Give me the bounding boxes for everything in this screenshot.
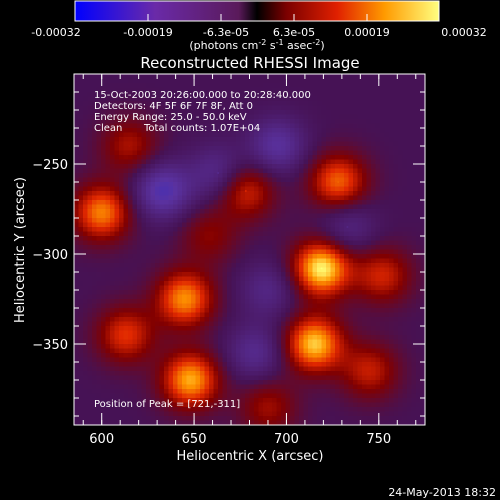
y-tick-label-2: −350 [32, 338, 68, 353]
peak-annotation: Position of Peak = [721,-311] [94, 399, 240, 410]
y-tick-label-1: −300 [32, 248, 68, 263]
chart-title: Reconstructed RHESSI Image [140, 54, 359, 72]
source-point-4 [100, 211, 103, 214]
colorbar-tick-label-0: -0.00032 [31, 26, 80, 39]
colorbar-units: (photons cm-2 s-1 asec-2) [189, 38, 324, 52]
source-point-5 [337, 181, 340, 183]
x-tick-label-2: 700 [274, 432, 299, 447]
source-point-0 [320, 267, 323, 270]
source-point-8 [381, 274, 384, 277]
source-point-9 [368, 370, 371, 372]
x-tick-label-3: 750 [366, 432, 391, 447]
colorbar-ticks [74, 14, 440, 21]
source-point-11 [266, 406, 269, 408]
source-point-14 [217, 172, 220, 174]
colorbar-tick-label-2: -6.3e-05 [203, 26, 249, 39]
heatmap-image [74, 74, 425, 425]
colorbar-tick-label-1: -0.00019 [123, 26, 172, 39]
source-point-15 [276, 145, 279, 147]
source-point-13 [161, 190, 164, 192]
x-axis-label: Heliocentric X (arcsec) [177, 449, 324, 464]
colorbar-tick-label-3: 6.3e-05 [273, 26, 315, 39]
source-point-18 [254, 352, 257, 354]
source-point-1 [313, 343, 316, 345]
source-point-10 [128, 145, 131, 147]
x-tick-label-1: 650 [182, 432, 207, 447]
source-point-12 [207, 235, 210, 237]
y-axis-label: Heliocentric Y (arcsec) [13, 177, 28, 323]
detectors-annotation: Detectors: 4F 5F 6F 7F 8F, Att 0 [94, 101, 253, 112]
colorbar-tick-label-4: 0.00019 [344, 26, 390, 39]
source-point-6 [124, 334, 127, 336]
counts-annotation: Total counts: 1.07E+04 [143, 123, 260, 134]
colorbar [74, 0, 440, 22]
source-point-2 [189, 379, 192, 381]
y-tick-label-0: −250 [32, 158, 68, 173]
method-annotation: Clean [94, 123, 122, 134]
source-point-7 [244, 190, 247, 192]
energy-annotation: Energy Range: 25.0 - 50.0 keV [94, 112, 247, 123]
source-point-17 [346, 226, 349, 228]
source-point-3 [183, 298, 186, 300]
time-range-annotation: 15-Oct-2003 20:26:00.000 to 20:28:40.000 [94, 90, 311, 101]
x-tick-label-0: 600 [89, 432, 114, 447]
colorbar-tick-label-5: 0.00032 [441, 26, 487, 39]
source-point-16 [266, 289, 269, 291]
plot-date: 24-May-2013 18:32 [388, 486, 496, 499]
axes: 600 650 700 750 −250 −300 −350 [32, 73, 425, 447]
